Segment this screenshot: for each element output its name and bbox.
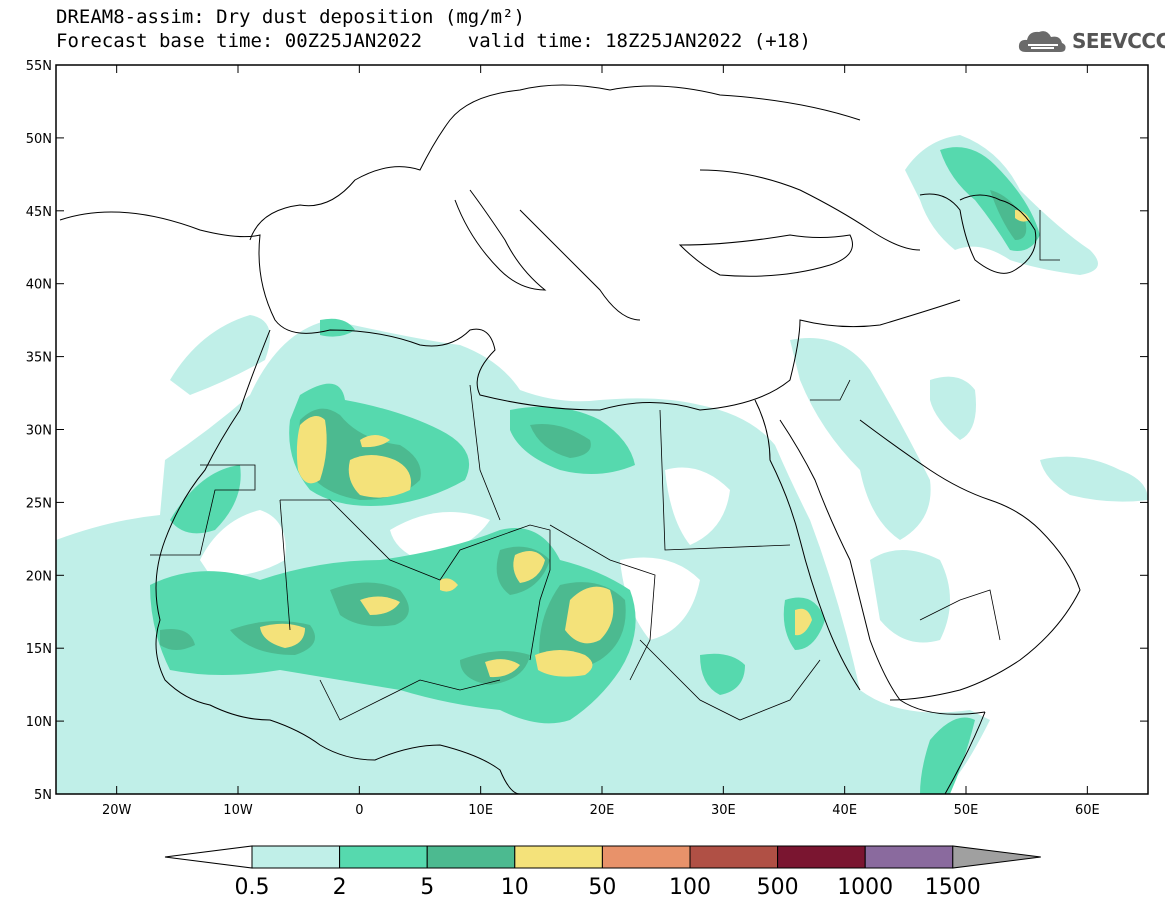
coastlines (59, 84, 1081, 794)
lat-tick-label: 30N (26, 424, 52, 439)
lon-tick-label: 60E (1075, 803, 1100, 818)
lat-tick-label: 10N (26, 715, 52, 730)
lat-tick-label: 15N (26, 642, 52, 657)
cloud-icon (1018, 31, 1066, 52)
country-borders (150, 210, 1060, 721)
colorbar-segment (864, 845, 954, 869)
lon-tick-label: 50E (954, 803, 979, 818)
dust-level-10-50 (260, 210, 1030, 678)
lat-tick-label: 55N (26, 59, 52, 74)
dust-level-5-10 (160, 190, 1027, 685)
lat-tick-label: 20N (26, 569, 52, 584)
colorbar-label: 10 (501, 875, 529, 900)
colorbar: 0.5 2 5 10 50 100 500 1000 1500 (164, 845, 1041, 900)
colorbar-segment (601, 845, 691, 869)
colorbar-label: 100 (669, 875, 711, 900)
colorbar-under-triangle (164, 845, 253, 869)
colorbar-label: 1500 (925, 875, 981, 900)
latitude-axis: 55N 50N 45N 40N 35N 30N 25N 20N 15N 10N 5N (26, 59, 1148, 803)
colorbar-over-triangle (952, 845, 1041, 869)
colorbar-segment (689, 845, 779, 869)
lon-tick-label: 30E (711, 803, 736, 818)
dust-free-areas (200, 467, 730, 640)
forecast-time-subtitle: Forecast base time: 00Z25JAN2022 valid t… (56, 30, 811, 52)
colorbar-segment (514, 845, 603, 869)
lat-tick-label: 35N (26, 351, 52, 366)
lon-tick-label: 10W (223, 803, 253, 818)
colorbar-segment (251, 845, 341, 869)
colorbar-label: 2 (333, 875, 347, 900)
seevccc-logo: SEEVCCC (1016, 24, 1165, 58)
lon-tick-label: 0 (355, 803, 363, 818)
lon-tick-label: 20E (590, 803, 615, 818)
lat-tick-label: 50N (26, 132, 52, 147)
colorbar-label: 50 (588, 875, 616, 900)
map-title: DREAM8-assim: Dry dust deposition (mg/m²… (56, 6, 525, 28)
colorbar-segment (777, 845, 866, 869)
lon-tick-label: 10E (468, 803, 493, 818)
colorbar-label: 1000 (837, 875, 893, 900)
dust-fields (56, 135, 1148, 794)
lat-tick-label: 40N (26, 278, 52, 293)
lon-tick-label: 40E (832, 803, 857, 818)
colorbar-label: 500 (757, 875, 799, 900)
lon-tick-label: 20W (102, 803, 132, 818)
colorbar-segment (339, 845, 428, 869)
colorbar-label: 0.5 (235, 875, 270, 900)
colorbar-label: 5 (420, 875, 434, 900)
lat-tick-label: 5N (34, 788, 52, 803)
longitude-axis: 20W 10W 0 10E 20E 30E 40E 50E 60E (102, 65, 1100, 818)
colorbar-segment (426, 845, 516, 869)
lat-tick-label: 25N (26, 496, 52, 511)
lat-tick-label: 45N (26, 205, 52, 220)
logo-text: SEEVCCC (1072, 29, 1165, 53)
